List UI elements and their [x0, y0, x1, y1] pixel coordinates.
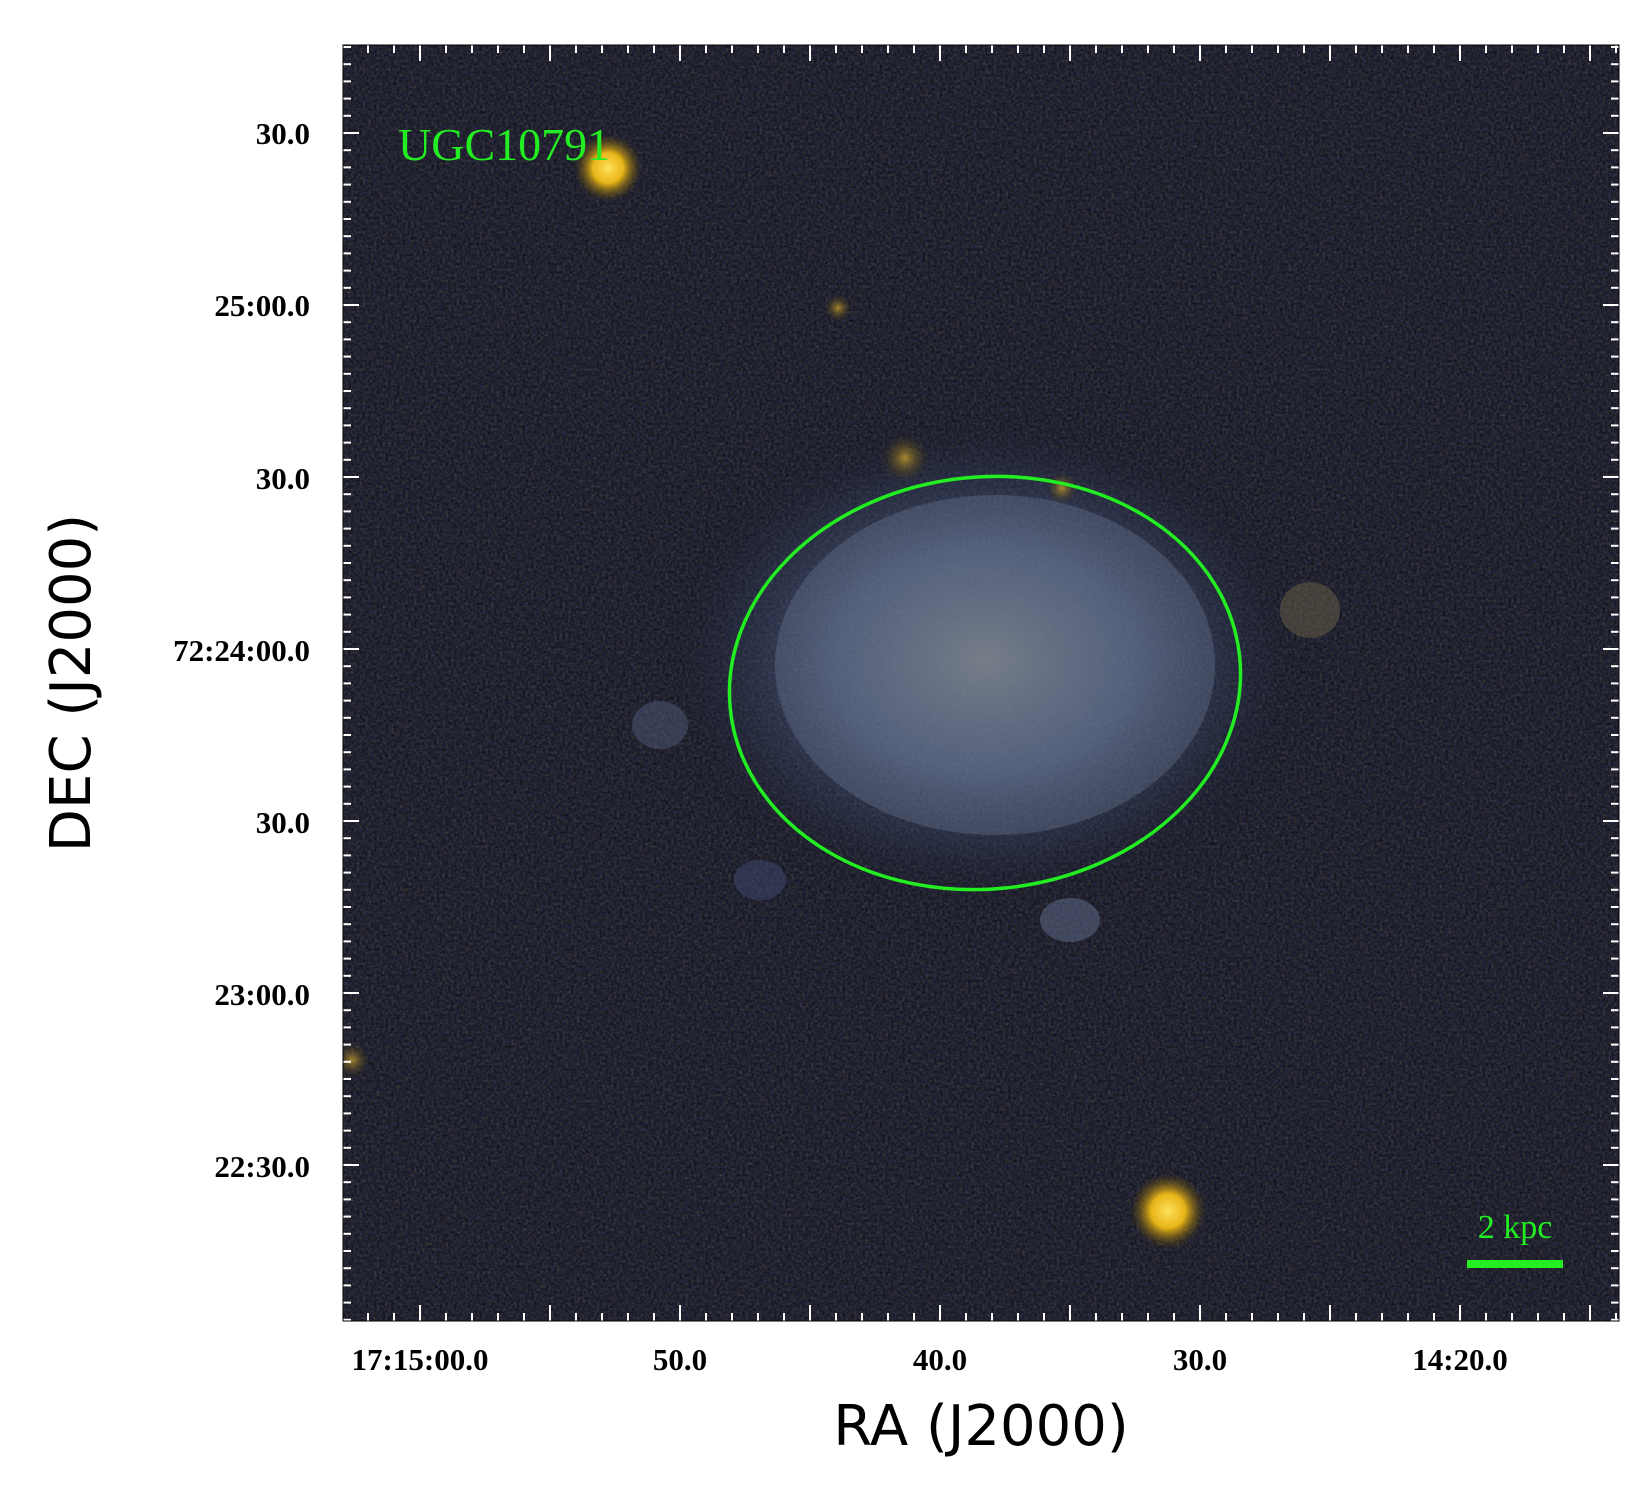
y-tick-label: 23:00.0 [214, 977, 310, 1012]
faint-source [343, 1042, 370, 1078]
object-label: UGC10791 [398, 119, 610, 170]
x-tick-label: 17:15:00.0 [352, 1342, 489, 1377]
y-tick-label: 72:24:00.0 [173, 633, 310, 668]
scale-bar-label: 2 kpc [1478, 1209, 1553, 1246]
x-tick-label: 40.0 [913, 1342, 967, 1377]
y-tick-label: 30.0 [256, 116, 310, 151]
galaxy-knot [734, 860, 786, 900]
plot-frame [342, 44, 1620, 1322]
aperture-ellipse [727, 474, 1243, 892]
x-tick-label: 50.0 [653, 1342, 707, 1377]
faint-source [824, 294, 852, 322]
axis-ticks [342, 44, 1620, 1322]
y-tick-label: 25:00.0 [214, 288, 310, 323]
y-axis-title: DEC (J2000) [39, 514, 104, 852]
foreground-star [1130, 1173, 1206, 1249]
faint-source [881, 434, 929, 482]
galaxy-knot [632, 701, 688, 749]
y-axis-tick-labels: 30.0 25:00.0 30.0 72:24:00.0 30.0 23:00.… [173, 116, 310, 1184]
image-panel [343, 45, 1619, 1321]
x-tick-label: 30.0 [1173, 1342, 1227, 1377]
faint-source [1046, 472, 1078, 504]
galaxy-halo [655, 410, 1315, 910]
galaxy-knot [1040, 898, 1100, 942]
x-axis-tick-labels: 17:15:00.0 50.0 40.0 30.0 14:20.0 [352, 1342, 1508, 1377]
galaxy-core [775, 495, 1215, 835]
x-tick-label: 14:20.0 [1412, 1342, 1508, 1377]
y-tick-label: 30.0 [256, 805, 310, 840]
x-axis-title: RA (J2000) [833, 1394, 1128, 1459]
foreground-star [574, 134, 642, 202]
y-tick-label: 30.0 [256, 461, 310, 496]
y-tick-label: 22:30.0 [214, 1149, 310, 1184]
galaxy-knot [1280, 582, 1340, 638]
